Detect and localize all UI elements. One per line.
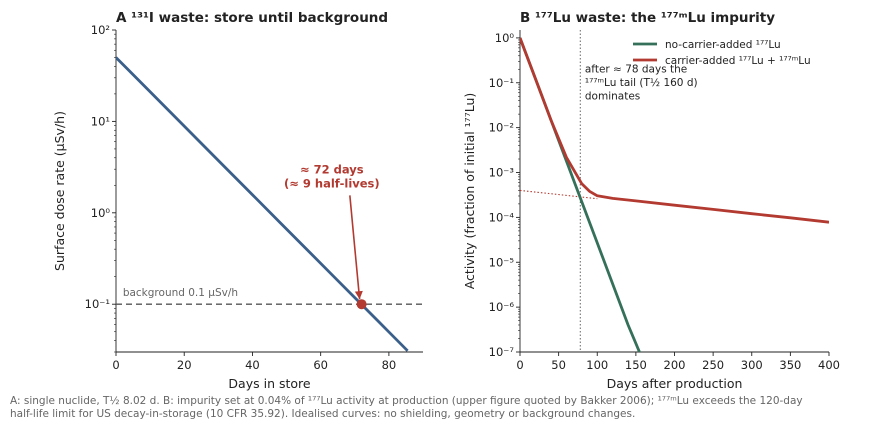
panel-a: 0 20 40 60 80 10⁻¹ 10⁰ 10¹ 10² Days in store Surfa… bbox=[52, 10, 423, 391]
x-tick-label: 60 bbox=[313, 358, 328, 372]
y-tick-label: 10⁻¹ bbox=[85, 297, 110, 311]
x-tick-label: 150 bbox=[625, 358, 647, 372]
y-tick-label: 10⁰ bbox=[91, 206, 111, 220]
x-tick-label: 100 bbox=[586, 358, 608, 372]
y-tick-label: 10⁻³ bbox=[489, 166, 515, 180]
y-tick-label: 10⁻⁶ bbox=[489, 300, 515, 314]
x-tick-label: 400 bbox=[818, 358, 840, 372]
annotation-line-1: ≈ 72 days bbox=[300, 162, 364, 176]
y-tick-label: 10² bbox=[91, 23, 110, 37]
figure-caption: A: single nuclide, T½ 8.02 d. B: impurit… bbox=[10, 395, 866, 421]
caption-line-1: A: single nuclide, T½ 8.02 d. B: impurit… bbox=[10, 395, 803, 407]
tail-extrapolation-line bbox=[519, 189, 598, 200]
series-line-decay bbox=[116, 56, 409, 352]
x-tick-label: 350 bbox=[779, 358, 801, 372]
annotation-line3: dominates bbox=[585, 90, 640, 102]
panel-label: B bbox=[520, 10, 535, 26]
x-tick-label: 50 bbox=[551, 358, 566, 372]
legend-label: no-carrier-added ¹⁷⁷Lu bbox=[665, 39, 781, 51]
y-tick-label: 10⁻² bbox=[489, 121, 514, 135]
y-axis-label: Surface dose rate (µSv/h) bbox=[52, 111, 67, 271]
x-tick-label: 40 bbox=[245, 358, 260, 372]
annotation-arrowhead bbox=[354, 290, 363, 300]
y-tick-label: 10⁰ bbox=[495, 31, 515, 45]
background-reference-label: background 0.1 µSv/h bbox=[123, 287, 238, 299]
x-tick-label: 300 bbox=[741, 358, 763, 372]
panel-label: A bbox=[116, 10, 131, 26]
x-tick-label: 0 bbox=[112, 358, 119, 372]
chart-title: A ¹³¹I waste: store until background bbox=[116, 10, 388, 26]
y-tick-label: 10⁻¹ bbox=[489, 76, 514, 90]
x-tick-label: 80 bbox=[382, 358, 397, 372]
panel-b: 0 50 100 150 200 250 300 350 400 10⁻⁷ 10⁻⁶ 10⁻⁵ 10⁻⁴… bbox=[462, 10, 840, 391]
x-tick-label: 20 bbox=[177, 358, 192, 372]
legend-label: carrier-added ¹⁷⁷Lu + ¹⁷⁷ᵐLu bbox=[665, 55, 811, 67]
y-tick-label: 10⁻⁵ bbox=[489, 255, 515, 269]
panel-title: ¹⁷⁷Lu waste: the ¹⁷⁷ᵐLu impurity bbox=[535, 10, 775, 26]
x-axis-label: Days after production bbox=[607, 376, 743, 391]
x-tick-label: 200 bbox=[664, 358, 686, 372]
series-line-carrier-added bbox=[520, 37, 829, 224]
x-tick-label: 250 bbox=[702, 358, 724, 372]
x-axis-label: Days in store bbox=[228, 376, 310, 391]
caption-line-2: half-life limit for US decay-in-storage … bbox=[10, 408, 636, 420]
y-axis-label: Activity (fraction of initial ¹⁷⁷Lu) bbox=[462, 93, 477, 290]
y-tick-label: 10¹ bbox=[91, 114, 110, 128]
annotation-arrow bbox=[349, 195, 361, 300]
annotation-line-2: (≈ 9 half-lives) bbox=[284, 176, 380, 190]
panel-title: ¹³¹I waste: store until background bbox=[131, 10, 388, 26]
x-tick-label: 0 bbox=[516, 358, 523, 372]
annotation-line2: ¹⁷⁷ᵐLu tail (T½ 160 d) bbox=[585, 77, 698, 89]
background-crossing-marker bbox=[356, 299, 367, 310]
annotation-line1: after ≈ 78 days the bbox=[585, 63, 687, 75]
y-tick-label: 10⁻⁷ bbox=[489, 345, 515, 359]
y-tick-label: 10⁻⁴ bbox=[489, 210, 515, 224]
chart-title: B ¹⁷⁷Lu waste: the ¹⁷⁷ᵐLu impurity bbox=[520, 10, 775, 26]
